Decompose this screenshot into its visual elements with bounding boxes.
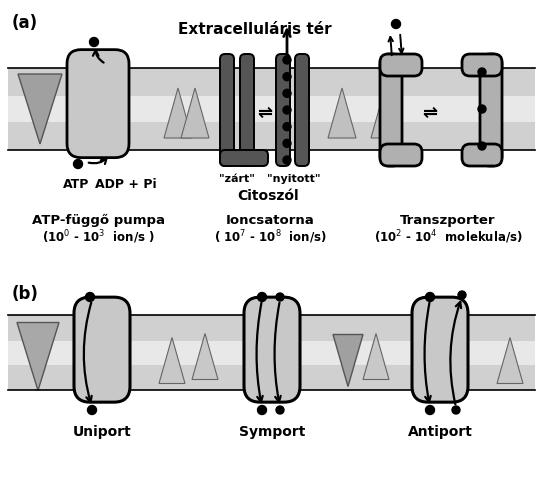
Polygon shape <box>181 88 209 138</box>
Circle shape <box>283 89 291 97</box>
Polygon shape <box>18 74 62 144</box>
FancyBboxPatch shape <box>380 144 422 166</box>
Text: Antiport: Antiport <box>408 425 472 439</box>
Text: Ioncsatorna: Ioncsatorna <box>226 214 314 227</box>
FancyBboxPatch shape <box>220 150 268 166</box>
Text: (a): (a) <box>12 14 38 32</box>
Text: ATP-függő pumpa: ATP-függő pumpa <box>31 214 165 227</box>
Text: ⇌: ⇌ <box>257 104 273 122</box>
FancyBboxPatch shape <box>380 54 402 166</box>
Circle shape <box>257 292 267 301</box>
FancyBboxPatch shape <box>462 54 502 76</box>
Circle shape <box>426 406 434 415</box>
Text: (10$^0$ - 10$^3$  ion/s ): (10$^0$ - 10$^3$ ion/s ) <box>41 228 154 246</box>
Circle shape <box>283 72 291 81</box>
FancyBboxPatch shape <box>295 54 309 166</box>
Circle shape <box>283 139 291 147</box>
FancyBboxPatch shape <box>67 49 129 157</box>
Polygon shape <box>164 88 192 138</box>
Text: Transzporter: Transzporter <box>400 214 496 227</box>
Circle shape <box>478 68 486 76</box>
Circle shape <box>276 406 284 414</box>
Polygon shape <box>371 88 399 138</box>
Circle shape <box>392 20 401 28</box>
Text: "zárt": "zárt" <box>219 174 255 184</box>
Circle shape <box>452 406 460 414</box>
Bar <box>8 68 535 150</box>
Circle shape <box>478 142 486 150</box>
Text: ADP + Pi: ADP + Pi <box>95 178 157 191</box>
Bar <box>8 340 535 364</box>
Circle shape <box>276 293 284 301</box>
Text: Citoszól: Citoszól <box>237 189 299 203</box>
Circle shape <box>87 406 97 415</box>
FancyBboxPatch shape <box>276 54 290 166</box>
Circle shape <box>85 292 94 301</box>
FancyBboxPatch shape <box>240 54 254 166</box>
Text: Extracelluláris tér: Extracelluláris tér <box>178 22 332 37</box>
Polygon shape <box>363 334 389 380</box>
Bar <box>8 96 535 122</box>
Circle shape <box>478 105 486 113</box>
Circle shape <box>90 37 98 47</box>
Text: (b): (b) <box>12 285 39 303</box>
FancyBboxPatch shape <box>412 297 468 402</box>
Text: Symport: Symport <box>239 425 305 439</box>
Polygon shape <box>328 88 356 138</box>
Text: Uniport: Uniport <box>73 425 131 439</box>
Bar <box>8 315 535 390</box>
Circle shape <box>283 56 291 64</box>
Text: ( 10$^7$ - 10$^8$  ion/s): ( 10$^7$ - 10$^8$ ion/s) <box>213 228 326 246</box>
FancyBboxPatch shape <box>462 144 502 166</box>
FancyBboxPatch shape <box>74 297 130 402</box>
Text: ⇌: ⇌ <box>422 104 438 122</box>
Circle shape <box>426 292 434 301</box>
FancyBboxPatch shape <box>380 54 422 76</box>
Polygon shape <box>192 334 218 380</box>
Circle shape <box>283 156 291 164</box>
FancyBboxPatch shape <box>480 54 502 166</box>
Polygon shape <box>159 337 185 384</box>
Polygon shape <box>497 337 523 384</box>
Circle shape <box>257 406 267 415</box>
Circle shape <box>283 106 291 114</box>
FancyBboxPatch shape <box>220 54 234 166</box>
Text: ATP: ATP <box>63 178 89 191</box>
Polygon shape <box>333 335 363 386</box>
Circle shape <box>458 291 466 299</box>
Circle shape <box>283 123 291 131</box>
Text: (10$^2$ - 10$^4$  molekula/s): (10$^2$ - 10$^4$ molekula/s) <box>374 228 522 246</box>
Circle shape <box>73 159 83 168</box>
Text: "nyitott": "nyitott" <box>267 174 321 184</box>
Polygon shape <box>17 323 59 391</box>
FancyBboxPatch shape <box>244 297 300 402</box>
